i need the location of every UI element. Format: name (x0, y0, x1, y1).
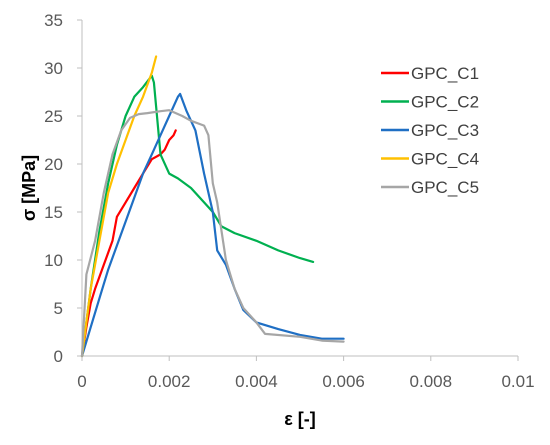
x-axis-title: ε [-] (284, 409, 316, 429)
x-tick-labels: 0 0.002 0.004 0.006 0.008 0.01 (77, 356, 535, 391)
y-tick-label: 30 (44, 59, 63, 78)
legend: GPC_C1 GPC_C2 GPC_C3 GPC_C4 GPC_C5 (381, 64, 479, 197)
legend-label: GPC_C3 (411, 121, 479, 140)
x-tick-label: 0.004 (235, 372, 278, 391)
series-line-gpc-c1 (80, 129, 177, 358)
y-tick-label: 25 (44, 107, 63, 126)
series-lines (80, 55, 345, 358)
y-tick-label: 5 (54, 299, 63, 318)
y-axis-title: σ [MPa] (19, 155, 39, 221)
y-tick-label: 35 (44, 11, 63, 30)
series-line-gpc-c5 (80, 109, 345, 358)
y-tick-label: 15 (44, 203, 63, 222)
x-tick-label: 0.002 (148, 372, 191, 391)
x-tick-label: 0 (77, 372, 86, 391)
y-tick-label: 0 (54, 347, 63, 366)
x-tick-label: 0.008 (410, 372, 453, 391)
y-tick-label: 10 (44, 251, 63, 270)
x-tick-label: 0.006 (322, 372, 365, 391)
series-line-gpc-c4 (80, 55, 158, 358)
y-tick-labels: 0 5 10 15 20 25 30 35 (44, 11, 82, 366)
x-tick-label: 0.01 (501, 372, 534, 391)
legend-label: GPC_C1 (411, 64, 479, 83)
legend-label: GPC_C5 (411, 178, 479, 197)
legend-label: GPC_C2 (411, 93, 479, 112)
axes (81, 20, 518, 357)
series-line-gpc-c2 (80, 74, 315, 358)
legend-label: GPC_C4 (411, 150, 479, 169)
y-tick-label: 20 (44, 155, 63, 174)
